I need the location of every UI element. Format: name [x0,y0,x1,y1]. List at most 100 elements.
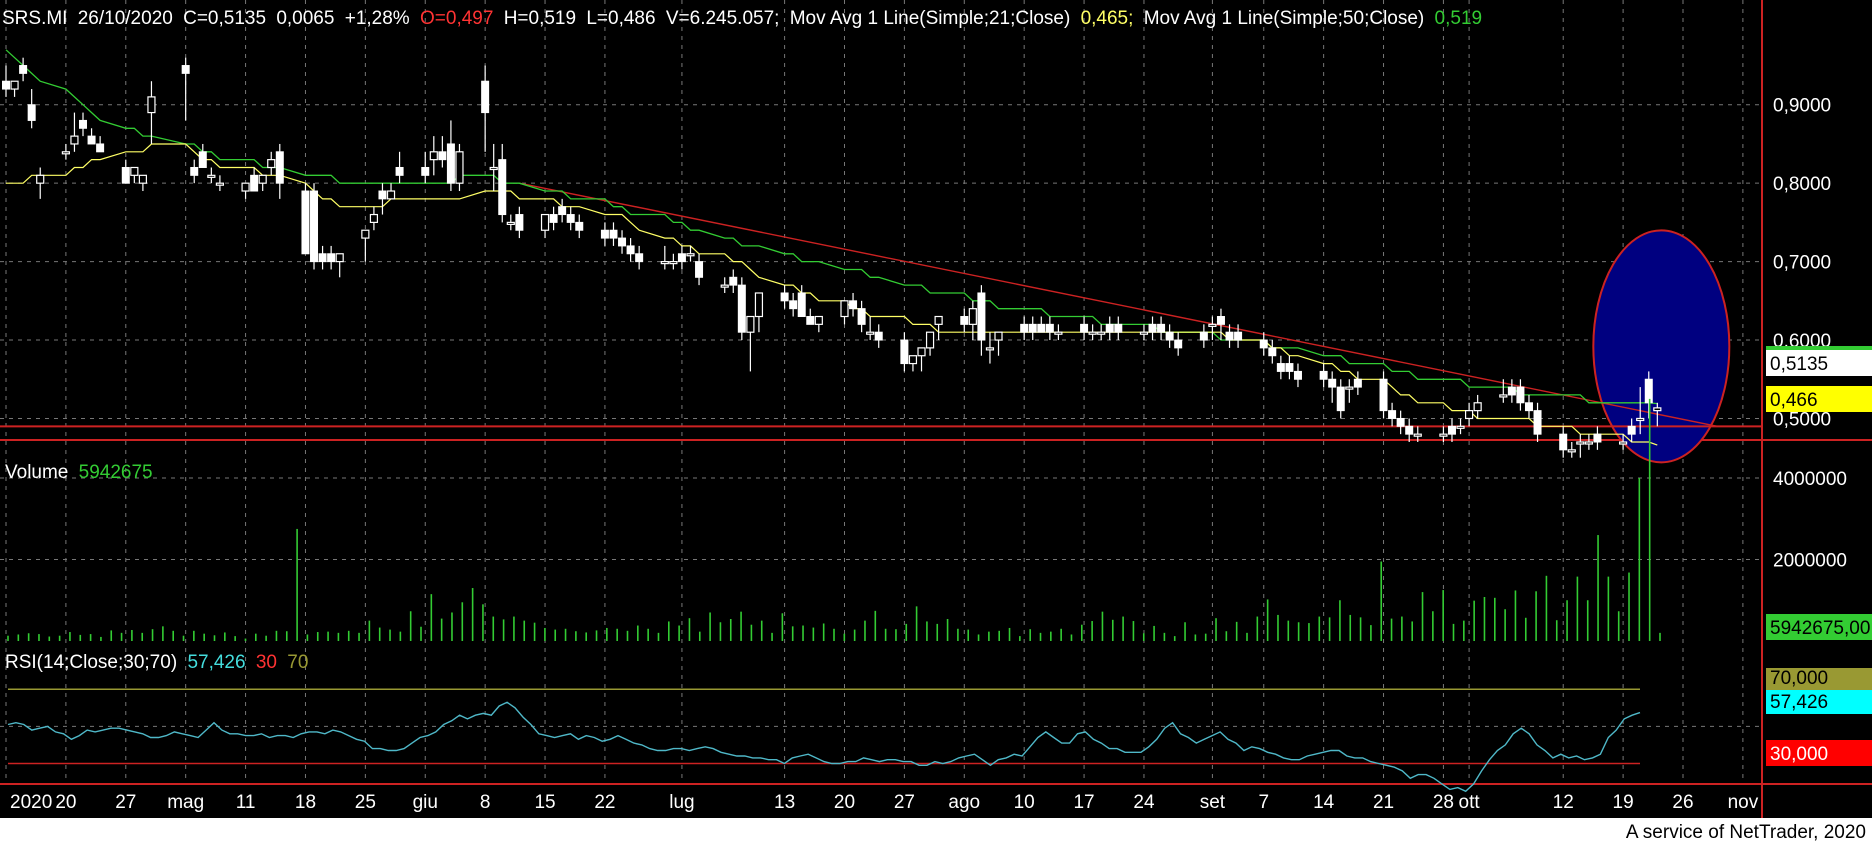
candle-body-up [968,308,977,325]
header-change: 0,0065 [276,8,334,29]
candle-body-down [600,229,609,239]
price-header: SRS.MI 26/10/2020 C=0,5135 0,0065 +1,28%… [2,8,1482,29]
grid-lines [0,0,1872,818]
highlight-ellipse [1592,229,1731,464]
x-tick-label: 19 [1613,792,1634,813]
candle-body-down [549,214,558,223]
rsi-header-low: 30 [256,652,277,673]
candle-body-down [378,190,387,200]
candle-body-up [1619,441,1628,445]
candle-body-up [1636,417,1645,422]
candle-body-up [1584,441,1593,445]
trendline [519,182,1718,427]
header-high: H=0,519 [504,8,576,29]
candle-body-down [19,65,28,74]
candle-body-up [908,355,918,365]
candle-body-down [1157,323,1166,333]
candle-body-down [250,174,259,192]
x-tick-label: giu [413,792,438,813]
candle-body-down [729,276,738,286]
volume-tick-label: 2000000 [1773,551,1847,572]
candle-body-down [96,143,105,153]
header-symbol: SRS.MI [2,8,67,29]
candle-body-up [36,174,45,184]
candle-body-down [575,221,584,231]
value-badges: 0,5135 0,466 5942675,00 70,000 57,426 30,000 [1766,346,1872,766]
rsi-high-badge: 70,000 [1770,668,1828,689]
candle-body-down [609,229,618,239]
candle-body-down [1234,331,1243,341]
candle-body-down [900,339,909,365]
candle-body-down [1037,323,1046,333]
candle-body-down [977,292,986,341]
candle-body-up [669,261,678,265]
candle-body-down [1216,316,1225,325]
candle-body-up [1653,407,1662,412]
header-volume: V=6.245.057; [666,8,780,29]
rsi-high-badge-bg [1766,668,1872,690]
candle-body-down [677,253,686,263]
candlesticks [2,57,1662,458]
candle-body-up [267,159,276,169]
candle-body-down [1533,410,1542,435]
rsi-value-badge-bg [1766,690,1872,714]
candle-body-down [1199,331,1208,341]
candle-body-down [1259,339,1268,349]
volume-header-value: 5942675 [79,462,153,483]
candle-body-down [737,284,746,333]
candle-body-down [87,135,96,145]
rsi-header: RSI(14;Close;30;70) 57,426 30 70 [5,652,308,673]
candle-body-down [79,119,88,129]
price-tick-label: 0,8000 [1773,174,1831,195]
price-tick-label: 0,5000 [1773,409,1831,430]
candle-body-down [318,253,327,263]
candle-body-down [1105,323,1114,333]
candle-body-down [301,190,310,255]
candle-body-down [1319,370,1328,380]
x-tick-label: 18 [295,792,316,813]
x-tick-label: 2020 [10,792,52,813]
header-close: C=0,5135 [183,8,266,29]
candle-body-down [1174,339,1183,349]
header-ma21-value: 0,465; [1081,8,1134,29]
volume-header: Volume 5942675 [5,462,153,483]
volume-header-label: Volume [5,462,68,483]
candle-body-down [1328,378,1337,388]
volume-badge: 5942675,00 [1770,618,1870,639]
candle-body-up [754,292,764,318]
x-tick-label: 27 [894,792,915,813]
candle-body-up [258,174,267,184]
header-open: O=0,497 [420,8,493,29]
candle-body-up [1473,402,1482,412]
candle-body-up [1097,331,1106,335]
candle-body-up [429,151,438,161]
candle-body-down [566,214,575,223]
candle-body-down [626,245,635,255]
candle-body-up [1345,386,1354,390]
candle-body-up [1576,441,1585,445]
candle-body-down [327,253,336,263]
header-change-pct: +1,28% [345,8,410,29]
candle-body-down [695,261,704,278]
candle-body-down [181,65,190,74]
candle-body-down [1020,323,1029,333]
price-last-badge-bg [1766,350,1872,376]
candle-body-down [806,316,815,325]
rsi-header-value: 57,426 [187,652,245,673]
candle-body-down [310,190,319,263]
candle-body-up [215,182,225,186]
header-ma21-label: Mov Avg 1 Line(Simple;21;Close) [790,8,1071,29]
candle-body-up [130,166,139,176]
x-tick-label: 20 [55,792,76,813]
candle-body-down [1405,425,1414,435]
candle-body-down [1353,378,1362,388]
candle-body-down [1225,331,1234,341]
candle-body-up [925,331,935,349]
x-tick-label: 12 [1553,792,1574,813]
candle-body-up [361,229,370,239]
candle-body-up [1499,394,1508,398]
x-tick-label: 20 [834,792,855,813]
candle-body-down [446,143,455,184]
x-tick-label: 28 [1433,792,1454,813]
